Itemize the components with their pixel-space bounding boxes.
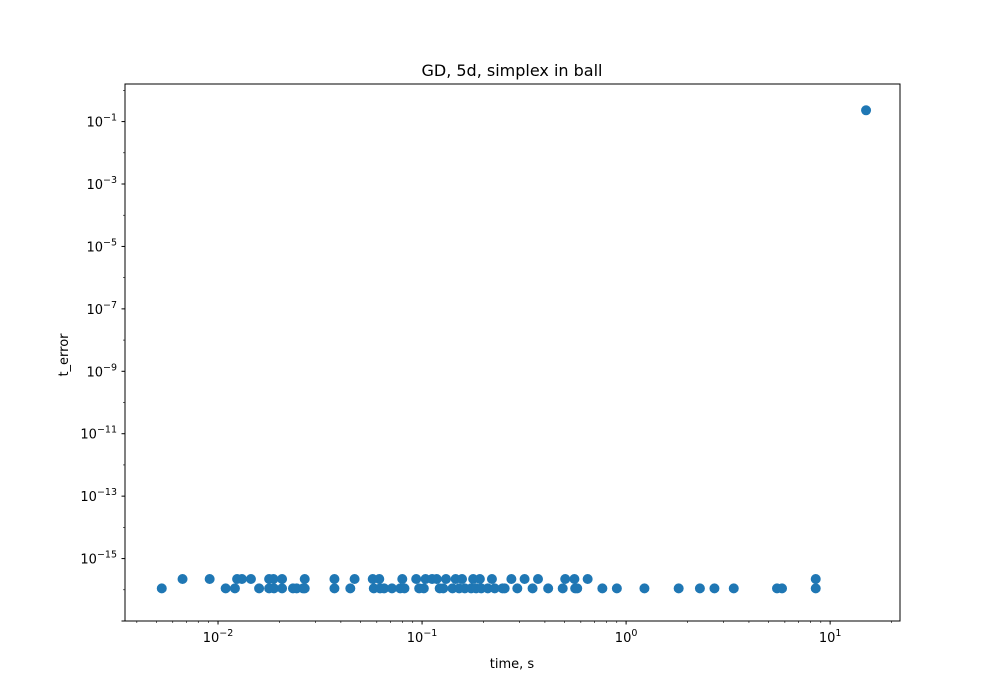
y-tick-label: 10−15 — [80, 550, 117, 568]
data-point — [519, 573, 530, 584]
x-tick-label: 10−1 — [407, 628, 438, 646]
x-tick-label: 10−2 — [203, 628, 234, 646]
data-point — [457, 573, 468, 584]
data-point — [533, 573, 543, 584]
data-point — [611, 583, 622, 594]
plot-frame — [124, 83, 901, 622]
y-axis-label: t_error — [57, 333, 72, 377]
data-point — [482, 583, 493, 594]
data-point — [418, 583, 429, 594]
data-point — [277, 583, 288, 594]
x-axis-label: time, s — [490, 657, 535, 672]
data-point — [329, 573, 340, 584]
data-point — [597, 583, 608, 594]
data-point — [582, 573, 593, 584]
data-point — [229, 583, 240, 594]
data-point — [728, 583, 739, 594]
x-tick-label: 100 — [615, 628, 638, 646]
data-point — [486, 573, 497, 584]
data-point — [709, 583, 720, 594]
data-point — [268, 573, 279, 584]
data-point — [499, 583, 510, 594]
data-point — [220, 583, 231, 594]
data-point — [268, 583, 279, 594]
data-points — [156, 105, 872, 594]
data-point — [156, 583, 167, 594]
data-point — [474, 573, 485, 584]
y-tick-label: 10−13 — [80, 487, 117, 505]
data-point — [557, 583, 568, 594]
data-point — [861, 105, 872, 116]
data-point — [527, 583, 538, 594]
data-point — [543, 583, 554, 594]
data-point — [431, 573, 442, 584]
data-point — [411, 573, 422, 584]
data-point — [299, 573, 310, 584]
y-axis-ticks: 10−1 10−3 10−5 10−7 10−9 10−11 10−13 10−15 — [80, 90, 125, 622]
data-point — [236, 573, 247, 584]
data-point — [204, 573, 215, 584]
data-point — [810, 573, 821, 584]
data-point — [810, 583, 821, 594]
data-point — [399, 583, 410, 594]
y-tick-label: 10−1 — [86, 113, 117, 131]
y-tick-label: 10−5 — [86, 237, 117, 255]
x-axis-ticks: 10−2 10−1 100 101 — [136, 621, 892, 646]
data-point — [397, 573, 408, 584]
data-point — [569, 573, 580, 584]
data-point — [345, 583, 356, 594]
data-point — [489, 583, 500, 594]
data-point — [777, 583, 788, 594]
data-point — [506, 573, 517, 584]
data-point — [299, 583, 310, 594]
data-point — [512, 583, 523, 594]
y-tick-label: 10−11 — [80, 425, 117, 443]
data-point — [329, 583, 340, 594]
data-point — [177, 573, 188, 584]
data-point — [277, 573, 288, 584]
data-point — [386, 583, 397, 594]
data-point — [440, 573, 451, 584]
data-point — [374, 573, 385, 584]
data-point — [349, 573, 360, 584]
chart-title: GD, 5d, simplex in ball — [421, 61, 602, 80]
data-point — [245, 573, 256, 584]
data-point — [639, 583, 650, 594]
data-point — [438, 583, 449, 594]
y-tick-label: 10−3 — [86, 175, 117, 193]
data-point — [254, 583, 265, 594]
y-tick-label: 10−7 — [86, 300, 117, 318]
data-point — [379, 583, 390, 594]
data-point — [694, 583, 705, 594]
data-point — [572, 583, 583, 594]
y-tick-label: 10−9 — [86, 362, 117, 380]
x-tick-label: 101 — [819, 628, 842, 646]
data-point — [560, 573, 571, 584]
data-point — [673, 583, 684, 594]
